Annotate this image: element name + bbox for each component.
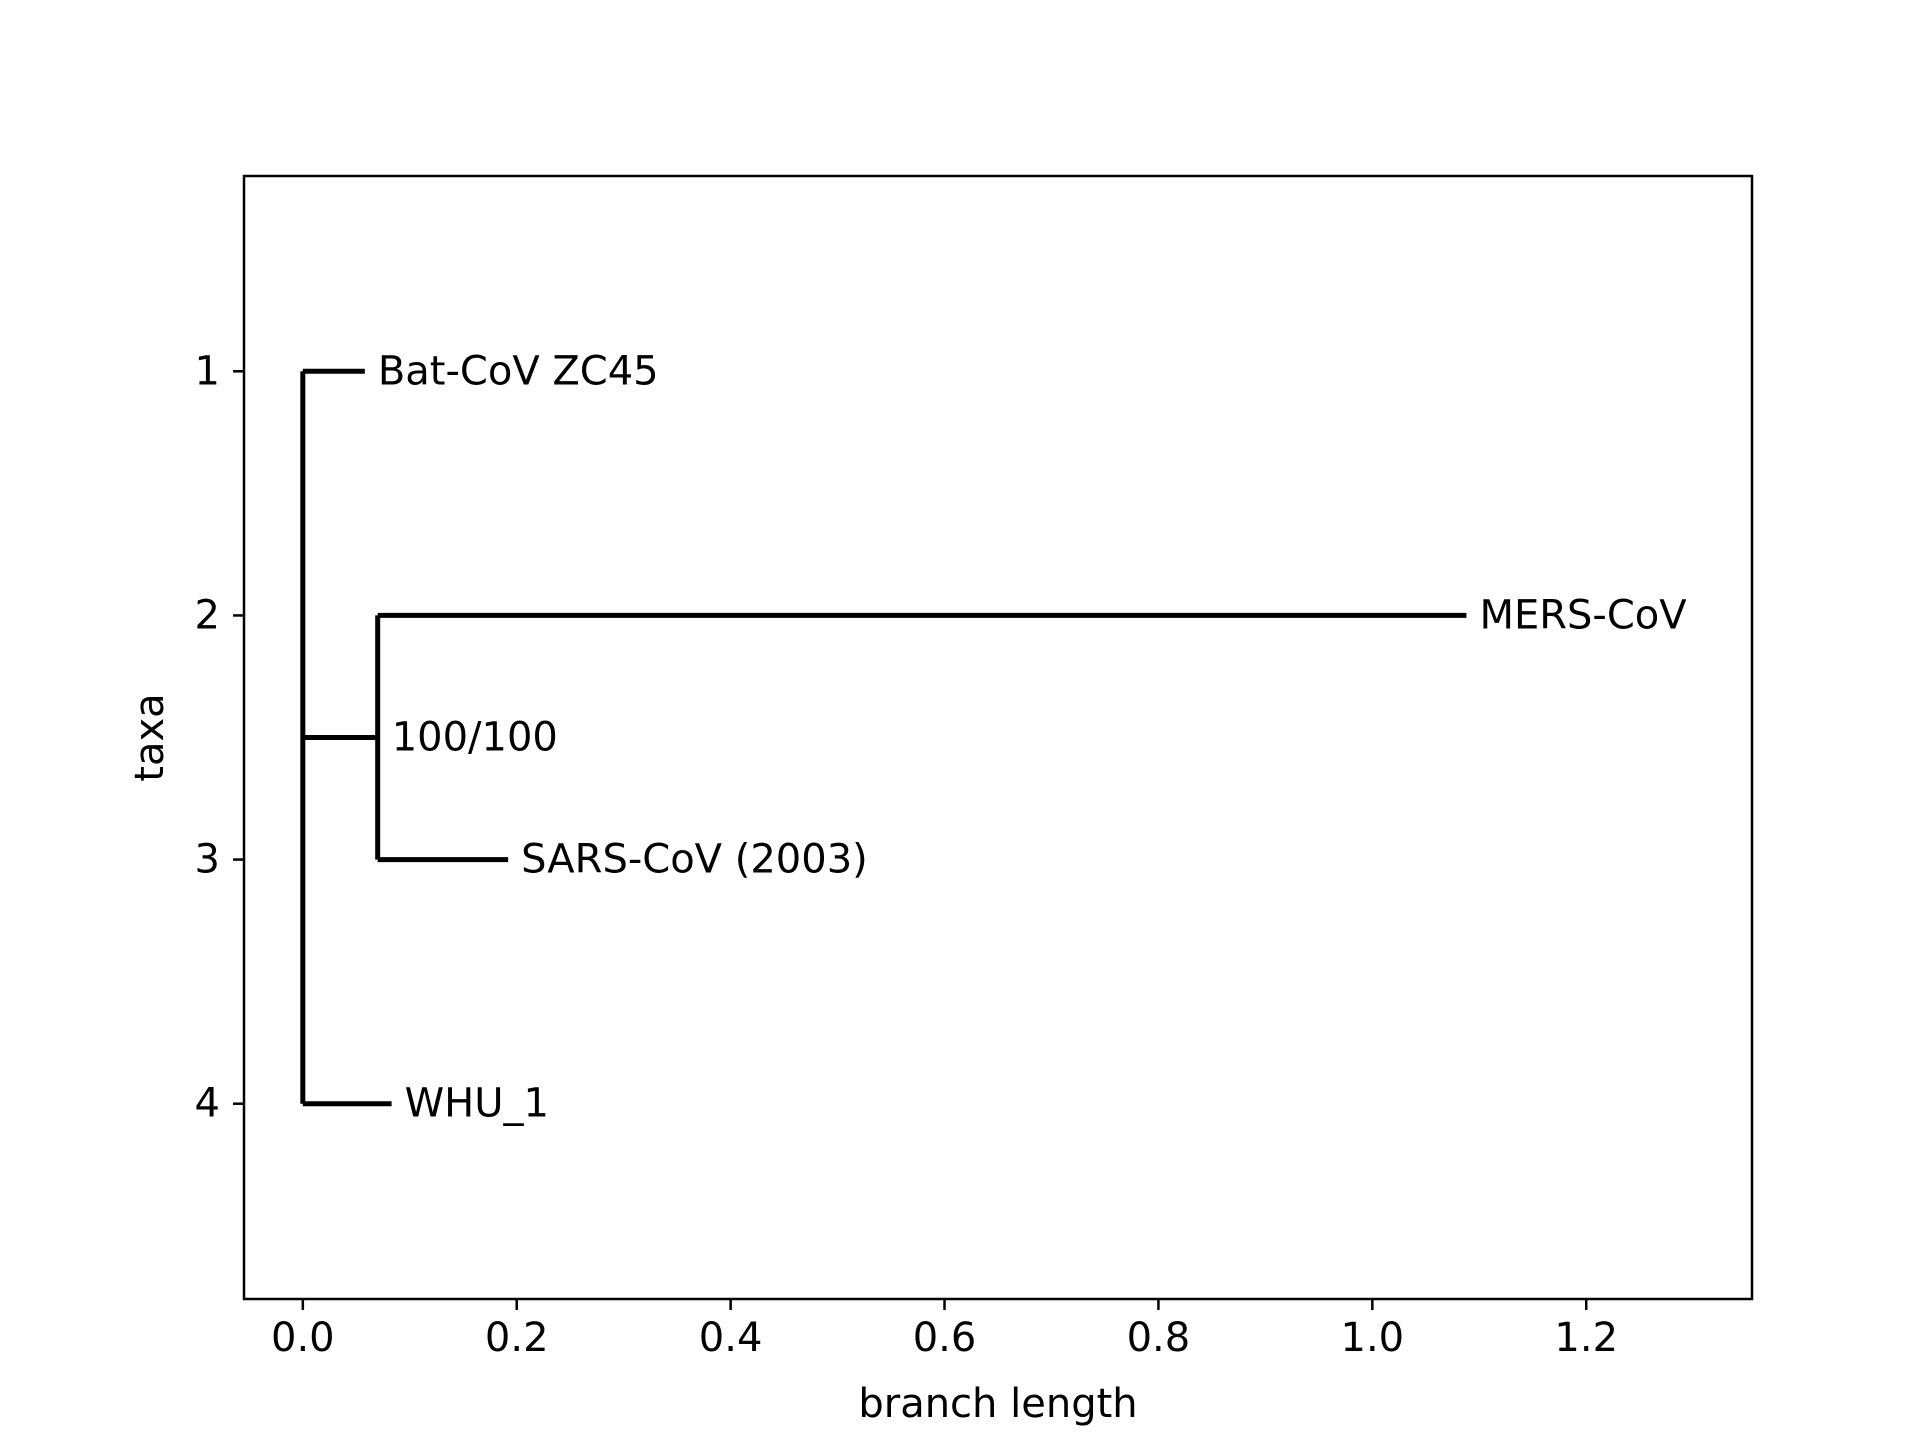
x-tick-label: 1.2 xyxy=(1554,1315,1618,1361)
y-tick-label: 1 xyxy=(195,348,220,394)
y-tick-label: 4 xyxy=(195,1081,220,1127)
x-tick-label: 0.2 xyxy=(485,1315,549,1361)
tree-labels: 100/100 Bat-CoV ZC45 MERS-CoV SARS-CoV (200… xyxy=(378,348,1687,1126)
taxon-label: SARS-CoV (2003) xyxy=(521,837,868,883)
x-tick-label: 1.0 xyxy=(1341,1315,1405,1361)
tree-branches xyxy=(300,368,1467,1107)
taxon-label: MERS-CoV xyxy=(1479,592,1687,638)
taxon-label: WHU_1 xyxy=(405,1081,549,1127)
y-tick-label: 2 xyxy=(195,592,220,638)
y-tick-label: 3 xyxy=(195,837,220,883)
clade-support-label: 100/100 xyxy=(392,715,558,761)
y-axis-label: taxa xyxy=(127,693,173,781)
plot-frame xyxy=(242,174,1754,1301)
x-axis: 0.0 0.2 0.4 0.6 0.8 1.0 1.2 xyxy=(271,1299,1618,1361)
x-tick-label: 0.4 xyxy=(699,1315,763,1361)
x-tick-label: 0.0 xyxy=(271,1315,335,1361)
x-tick-label: 0.6 xyxy=(913,1315,977,1361)
y-axis: 1 2 3 4 xyxy=(195,348,244,1127)
x-axis-label: branch length xyxy=(858,1381,1137,1427)
taxon-label: Bat-CoV ZC45 xyxy=(378,348,659,394)
x-tick-label: 0.8 xyxy=(1127,1315,1191,1361)
